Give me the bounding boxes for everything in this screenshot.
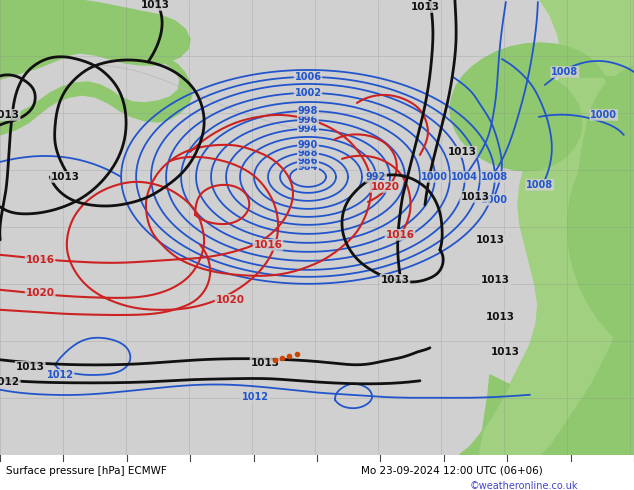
- Polygon shape: [0, 0, 190, 79]
- Polygon shape: [450, 0, 634, 355]
- Text: 1000: 1000: [422, 172, 448, 182]
- Text: 1008: 1008: [526, 180, 553, 190]
- Text: 1012: 1012: [47, 370, 74, 380]
- Text: ©weatheronline.co.uk: ©weatheronline.co.uk: [469, 481, 578, 490]
- Text: 1013: 1013: [486, 312, 514, 322]
- Text: 1013: 1013: [380, 275, 410, 285]
- Text: 988: 988: [298, 148, 318, 158]
- Text: 1000: 1000: [481, 195, 508, 205]
- Polygon shape: [460, 0, 634, 455]
- Text: 1012: 1012: [242, 392, 269, 402]
- Text: 1016: 1016: [254, 240, 283, 250]
- Text: 990: 990: [298, 140, 318, 150]
- Polygon shape: [540, 0, 634, 455]
- Polygon shape: [460, 375, 510, 455]
- Text: 1004: 1004: [451, 172, 479, 182]
- Text: 1013: 1013: [51, 172, 80, 182]
- Text: 1002: 1002: [295, 88, 321, 98]
- Text: 1013: 1013: [16, 362, 44, 372]
- Text: 1013: 1013: [410, 2, 439, 12]
- Text: 1013: 1013: [448, 147, 476, 157]
- Text: 992: 992: [366, 172, 386, 182]
- Polygon shape: [591, 347, 634, 455]
- Text: 1006: 1006: [295, 72, 321, 82]
- Text: 984: 984: [298, 162, 318, 172]
- Text: 1020: 1020: [370, 182, 399, 192]
- Text: 1013: 1013: [490, 347, 519, 357]
- Text: 1000: 1000: [590, 110, 618, 120]
- Text: 1013: 1013: [476, 235, 505, 245]
- Text: 1020: 1020: [216, 295, 245, 305]
- Text: 1013: 1013: [460, 192, 489, 202]
- Text: 998: 998: [298, 106, 318, 116]
- Text: 1013: 1013: [250, 358, 280, 368]
- Text: 1013: 1013: [141, 0, 170, 10]
- Text: 986: 986: [298, 156, 318, 166]
- Text: Mo 23-09-2024 12:00 UTC (06+06): Mo 23-09-2024 12:00 UTC (06+06): [361, 466, 543, 476]
- Text: 994: 994: [298, 124, 318, 134]
- Text: 1008: 1008: [481, 172, 508, 182]
- Text: Surface pressure [hPa] ECMWF: Surface pressure [hPa] ECMWF: [6, 466, 167, 476]
- Text: 1016: 1016: [25, 255, 55, 265]
- Text: 1020: 1020: [25, 288, 55, 298]
- Text: 1013: 1013: [481, 275, 509, 285]
- Text: 1012: 1012: [0, 377, 20, 387]
- Text: 1008: 1008: [552, 67, 578, 77]
- Text: 1013: 1013: [0, 110, 20, 120]
- Text: 1016: 1016: [385, 230, 415, 240]
- Text: 996: 996: [298, 115, 318, 125]
- Polygon shape: [575, 0, 634, 352]
- Polygon shape: [0, 0, 192, 135]
